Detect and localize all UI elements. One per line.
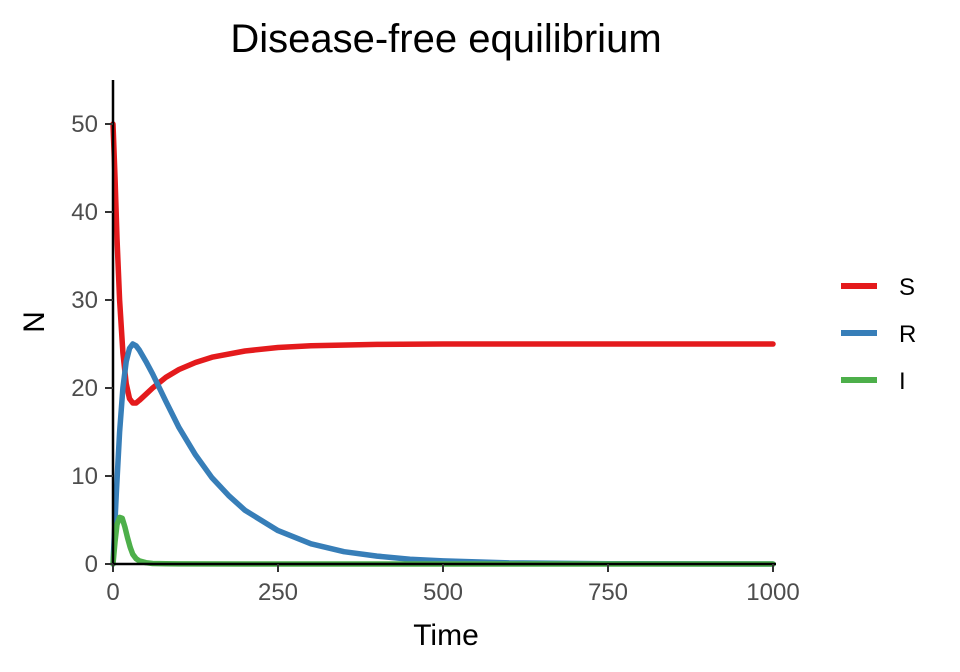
y-tick-label: 0 bbox=[85, 551, 98, 578]
x-tick-label: 0 bbox=[106, 579, 119, 606]
series-line-I bbox=[110, 514, 776, 567]
y-tick-label: 50 bbox=[71, 111, 98, 138]
y-tick-label: 30 bbox=[71, 287, 98, 314]
y-tick-label: 20 bbox=[71, 375, 98, 402]
y-axis-ticks: 0 10 20 30 40 50 bbox=[71, 111, 113, 578]
legend: SRI bbox=[841, 274, 916, 395]
x-tick-label: 500 bbox=[423, 579, 463, 606]
legend-label-S: S bbox=[899, 274, 915, 301]
y-tick-label: 40 bbox=[71, 199, 98, 226]
series-line-R bbox=[110, 341, 776, 567]
x-axis-label: Time bbox=[413, 619, 479, 652]
x-axis-ticks: 0 250 500 750 1000 bbox=[106, 564, 800, 606]
plot-area bbox=[110, 121, 776, 567]
x-tick-label: 750 bbox=[588, 579, 628, 606]
series-line-S bbox=[110, 121, 776, 406]
chart-title: Disease-free equilibrium bbox=[230, 17, 661, 61]
legend-label-I: I bbox=[899, 368, 906, 395]
legend-label-R: R bbox=[899, 321, 916, 348]
y-tick-label: 10 bbox=[71, 463, 98, 490]
x-tick-label: 250 bbox=[258, 579, 298, 606]
x-tick-label: 1000 bbox=[746, 579, 799, 606]
y-axis-label: N bbox=[18, 311, 51, 333]
